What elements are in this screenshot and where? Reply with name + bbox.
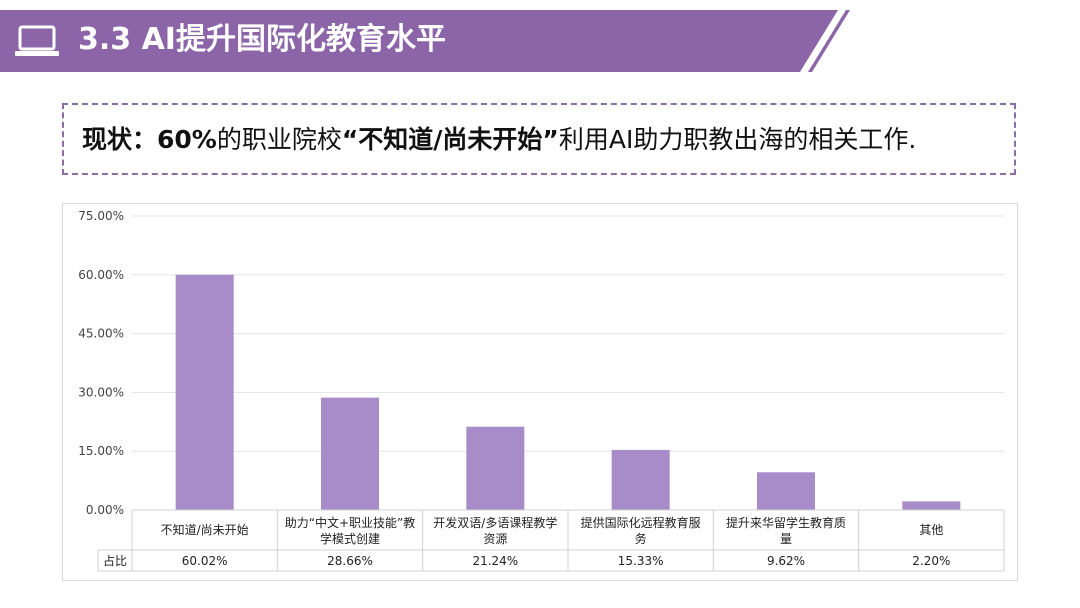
category-label: 其他 — [919, 523, 943, 537]
status-quote: “不知道/尚未开始” — [341, 125, 559, 154]
category-label: 提供国际化远程教育服 — [581, 515, 701, 530]
value-label: 15.33% — [618, 554, 664, 568]
category-label: 提升来华留学生教育质 — [726, 515, 846, 530]
series-name-label: 占比 — [103, 553, 127, 568]
y-tick-label: 30.00% — [78, 385, 124, 399]
header-banner — [0, 10, 850, 72]
y-tick-label: 60.00% — [78, 268, 124, 282]
category-label: 开发双语/多语课程教学 — [433, 515, 557, 530]
status-box — [62, 103, 1016, 175]
bar — [466, 426, 525, 510]
value-label: 21.24% — [472, 554, 518, 568]
category-label: 资源 — [483, 532, 507, 546]
bar — [175, 274, 234, 510]
y-tick-label: 75.00% — [78, 209, 124, 223]
category-label: 助力“中文+职业技能”教 — [285, 515, 416, 530]
value-label: 2.20% — [912, 554, 950, 568]
value-label: 9.62% — [767, 554, 805, 568]
category-label: 务 — [635, 531, 647, 546]
y-tick-label: 0.00% — [86, 503, 124, 517]
value-label: 28.66% — [327, 554, 373, 568]
bar — [757, 472, 815, 510]
status-suffix: 利用AI助力职教出海的相关工作. — [558, 125, 917, 154]
status-mid: 的职业院校 — [216, 125, 342, 154]
status-prefix: 现状： — [82, 125, 158, 154]
category-label: 学模式创建 — [320, 531, 380, 546]
bar — [902, 501, 961, 510]
bar — [321, 397, 379, 510]
bar — [611, 449, 670, 510]
status-percent: 60% — [157, 125, 217, 154]
page-title: 3.3 AI提升国际化教育水平 — [78, 22, 446, 57]
chart-frame — [62, 203, 1018, 581]
status-statement: 现状：60%的职业院校“不知道/尚未开始”利用AI助力职教出海的相关工作. — [82, 118, 916, 162]
category-label: 量 — [780, 532, 792, 546]
banner-shape — [0, 10, 850, 72]
value-label: 60.02% — [182, 554, 228, 568]
y-tick-label: 45.00% — [78, 327, 124, 341]
y-tick-label: 15.00% — [78, 444, 124, 458]
category-label: 不知道/尚未开始 — [161, 523, 249, 537]
laptop-icon — [14, 24, 62, 60]
